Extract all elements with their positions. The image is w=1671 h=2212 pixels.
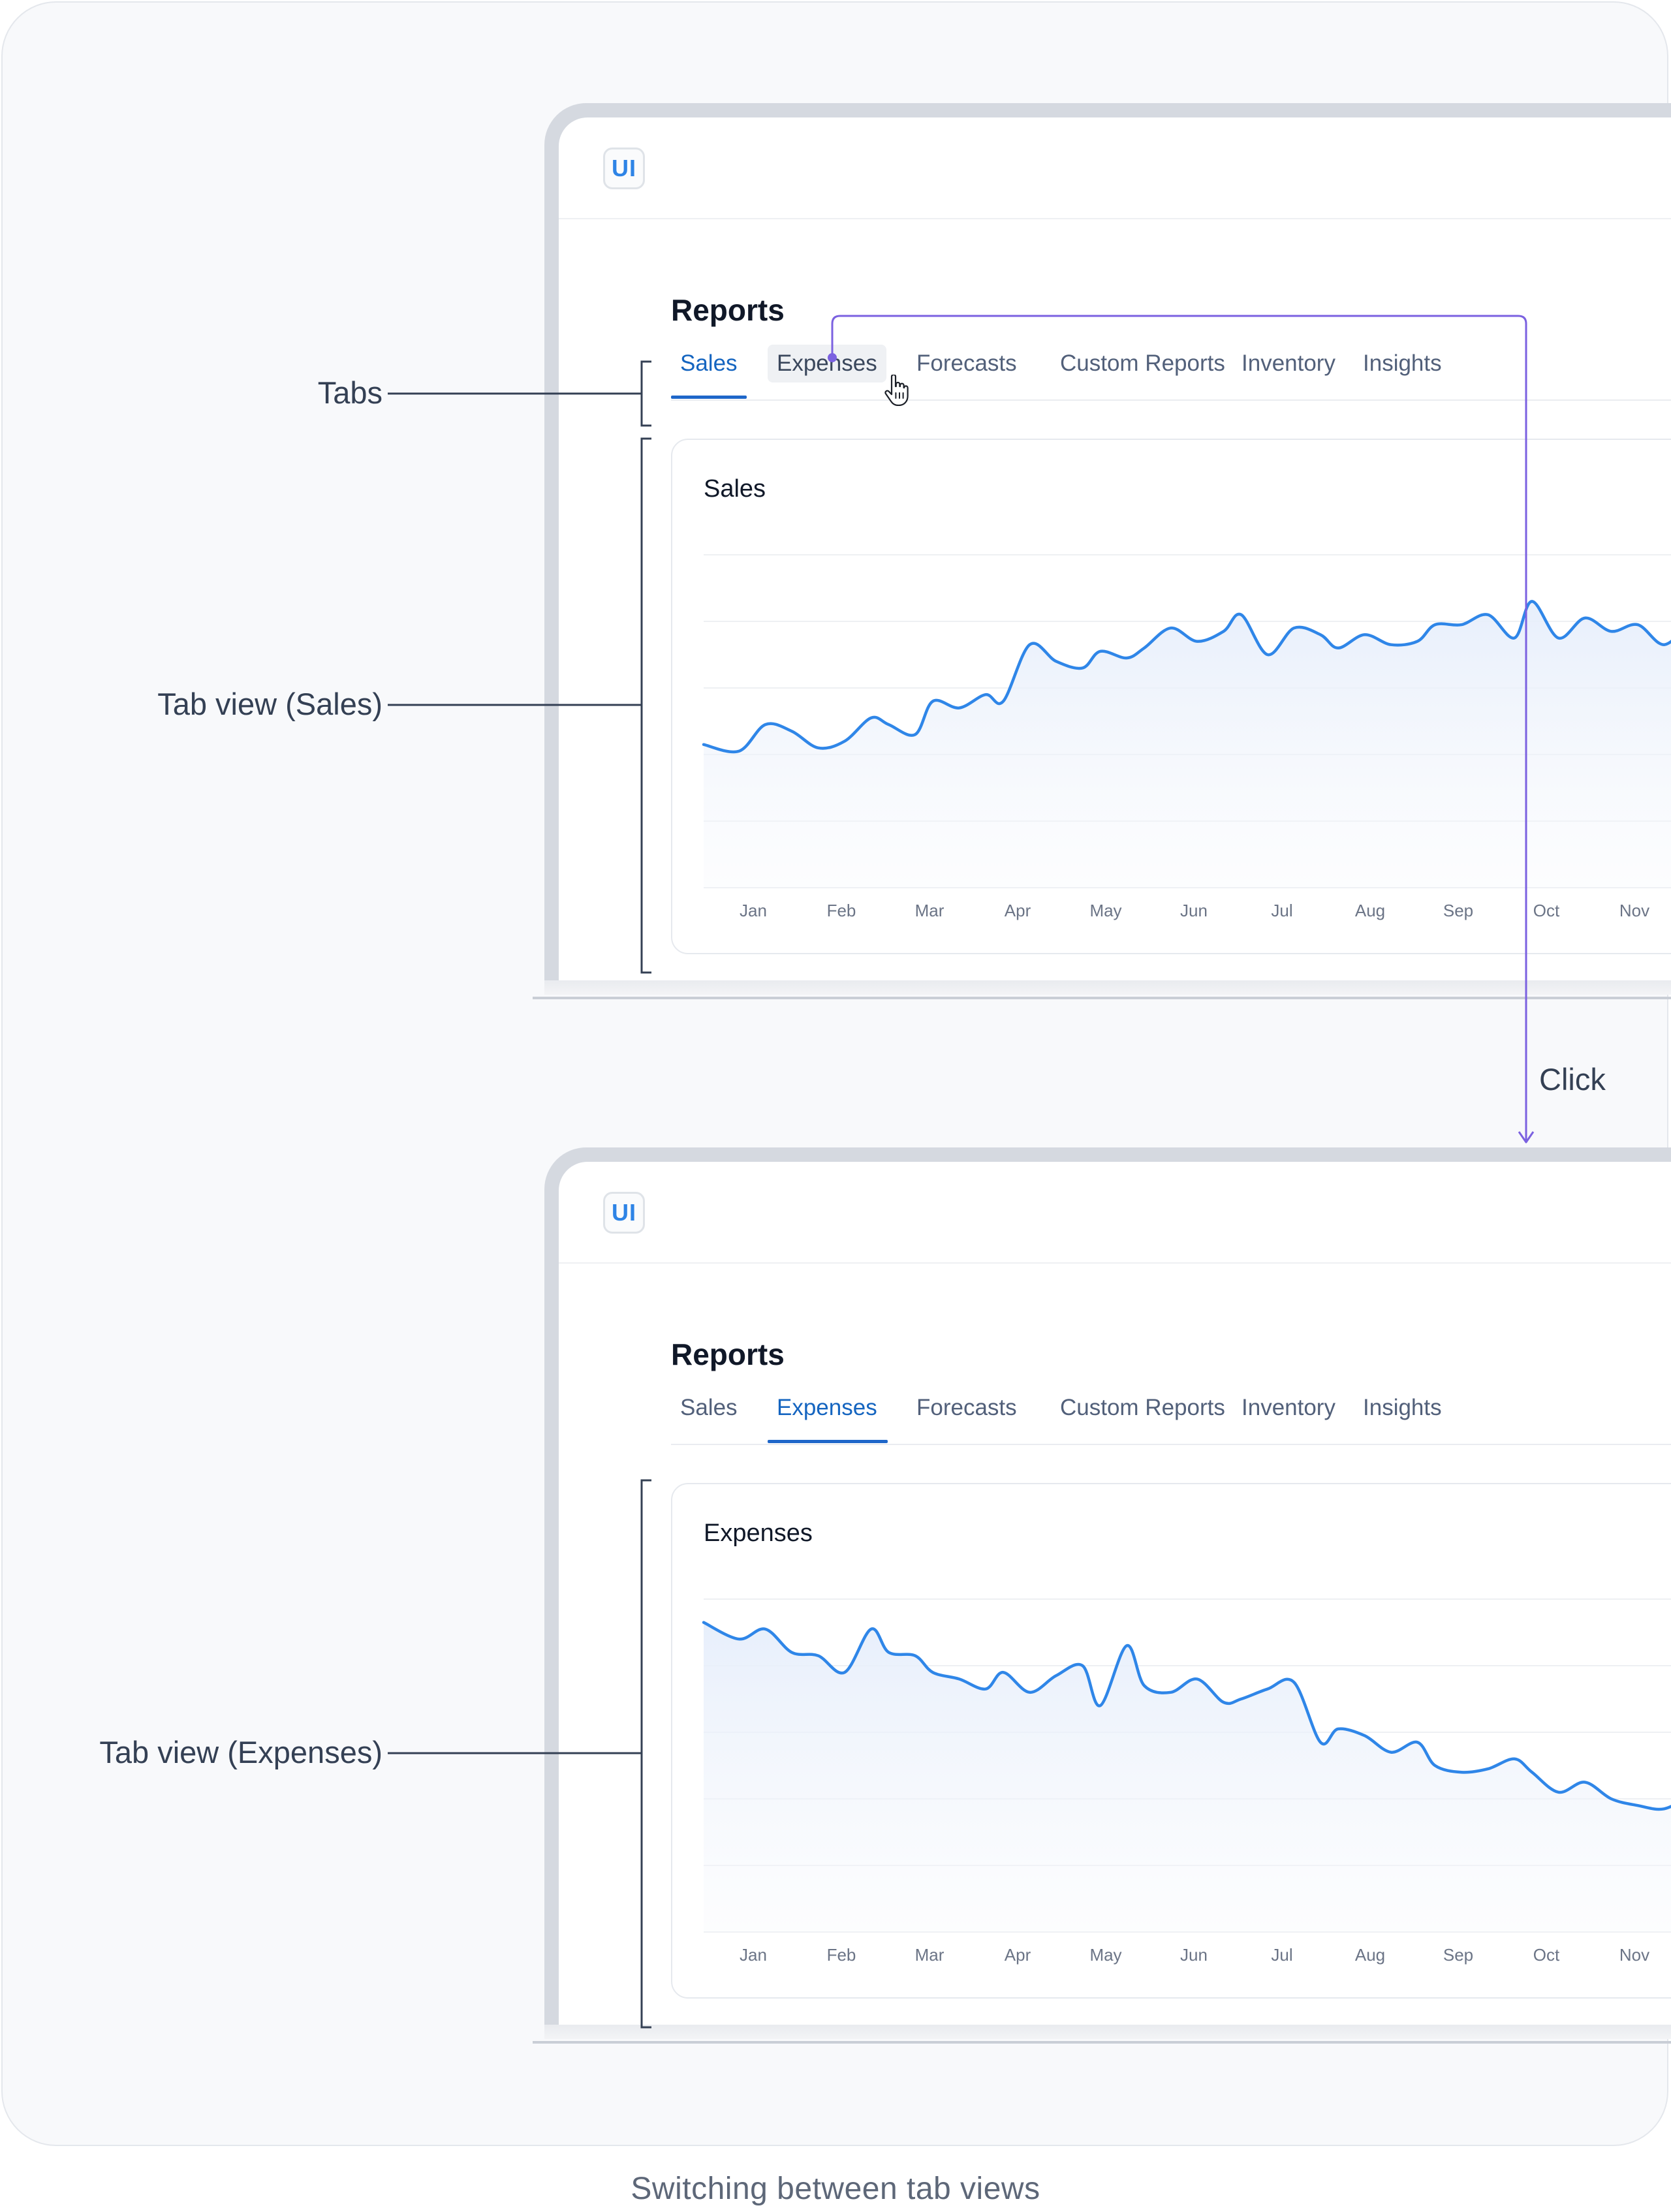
tab-forecasts[interactable]: Forecasts bbox=[916, 350, 1017, 376]
logo-icon: UI bbox=[603, 148, 645, 189]
x-tick-label: Sep bbox=[1443, 901, 1473, 920]
x-tick-label: Jul bbox=[1271, 901, 1292, 920]
tab-custom-reports[interactable]: Custom Reports bbox=[1060, 350, 1225, 376]
tab-forecasts[interactable]: Forecasts bbox=[916, 1395, 1017, 1420]
x-tick-label: Sep bbox=[1443, 1945, 1473, 1965]
x-tick-label: May bbox=[1089, 1945, 1121, 1965]
x-tick-label: Nov bbox=[1619, 901, 1649, 920]
series-area bbox=[704, 1622, 1671, 1932]
tab-insights[interactable]: Insights bbox=[1363, 1395, 1442, 1420]
chart-title: Sales bbox=[704, 475, 766, 503]
sales-area-chart: Jan Feb Mar Apr May Jun Jul Aug Sep Oct Nov bbox=[702, 554, 1671, 920]
series-line bbox=[702, 1621, 1671, 1811]
x-tick-label: Mar bbox=[915, 901, 945, 920]
x-tick-label: Feb bbox=[827, 1945, 856, 1965]
window-base-line bbox=[533, 2041, 1671, 2044]
x-tick-label: Jun bbox=[1180, 901, 1208, 920]
x-tick-label: Jan bbox=[740, 1945, 767, 1965]
tabs-bracket bbox=[640, 360, 651, 427]
click-arrow-line bbox=[831, 315, 1527, 1141]
expenses-area-chart: Jan Feb Mar Apr May Jun Jul Aug Sep Oct Nov bbox=[702, 1598, 1671, 1965]
expenses-view-bracket bbox=[640, 1479, 651, 2029]
logo-icon: UI bbox=[603, 1192, 645, 1234]
tab-inventory[interactable]: Inventory bbox=[1242, 350, 1335, 376]
x-tick-label: Feb bbox=[827, 901, 856, 920]
tab-expenses[interactable]: Expenses bbox=[777, 1395, 877, 1420]
diagram-caption: Switching between tab views bbox=[631, 2172, 1040, 2206]
x-tick-label: Aug bbox=[1355, 901, 1385, 920]
x-tick-label: Nov bbox=[1619, 1945, 1649, 1965]
app-window-sales: UI Reports Sales Expenses Forecasts Cust… bbox=[544, 103, 1671, 995]
x-tick-label: Jan bbox=[740, 901, 767, 920]
window-base-line bbox=[533, 997, 1671, 999]
tab-bar: Sales Expenses Forecasts Custom Reports … bbox=[671, 333, 1671, 406]
annotation-click: Click bbox=[1539, 1062, 1606, 1097]
window-content: UI Reports Sales Expenses Forecasts Cust… bbox=[559, 1162, 1671, 2025]
sales-view-bracket bbox=[640, 437, 651, 974]
tab-sales[interactable]: Sales bbox=[680, 350, 738, 376]
annotation-sales-view: Tab view (Sales) bbox=[157, 687, 383, 721]
x-tick-label: Oct bbox=[1533, 901, 1560, 920]
top-bar: UI bbox=[559, 1162, 1671, 1264]
x-tick-label: May bbox=[1089, 901, 1121, 920]
series-line bbox=[702, 600, 1671, 754]
top-bar: UI bbox=[559, 117, 1671, 219]
x-tick-label: Mar bbox=[915, 1945, 945, 1965]
chart-card-expenses: Expenses Jan Feb Mar Apr May Jun Jul Aug Sep Oct N… bbox=[671, 1483, 1671, 1999]
page-title: Reports bbox=[671, 1337, 785, 1371]
x-tick-label: Oct bbox=[1533, 1945, 1560, 1965]
tab-sales[interactable]: Sales bbox=[680, 1395, 738, 1420]
x-tick-label: Apr bbox=[1005, 901, 1031, 920]
x-tick-label: Apr bbox=[1005, 1945, 1031, 1965]
x-tick-label: Jul bbox=[1271, 1945, 1292, 1965]
window-content: UI Reports Sales Expenses Forecasts Cust… bbox=[559, 117, 1671, 980]
active-tab-indicator bbox=[768, 1440, 888, 1443]
hand-pointer-cursor-icon bbox=[884, 375, 909, 406]
x-tick-label: Jun bbox=[1180, 1945, 1208, 1965]
active-tab-indicator bbox=[671, 396, 747, 399]
chart-title: Expenses bbox=[704, 1519, 813, 1547]
annotation-expenses-view: Tab view (Expenses) bbox=[99, 1735, 383, 1769]
app-window-expenses: UI Reports Sales Expenses Forecasts Cust… bbox=[544, 1147, 1671, 2039]
x-tick-label: Aug bbox=[1355, 1945, 1385, 1965]
tab-expenses[interactable]: Expenses bbox=[768, 345, 886, 382]
chart-card-sales: Sales Jan Feb Mar Apr May Jun Jul Aug Sep Oct Nov bbox=[671, 439, 1671, 954]
series-area bbox=[704, 601, 1671, 888]
tab-custom-reports[interactable]: Custom Reports bbox=[1060, 1395, 1225, 1420]
arrow-down-icon bbox=[1518, 1131, 1535, 1144]
tab-insights[interactable]: Insights bbox=[1363, 350, 1442, 376]
page-title: Reports bbox=[671, 293, 785, 327]
tab-inventory[interactable]: Inventory bbox=[1242, 1395, 1335, 1420]
tab-bar: Sales Expenses Forecasts Custom Reports … bbox=[671, 1377, 1671, 1445]
annotation-tabs: Tabs bbox=[317, 375, 383, 410]
